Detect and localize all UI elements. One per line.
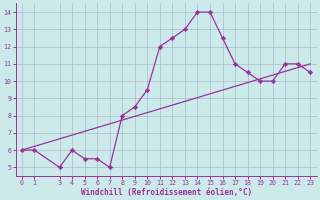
X-axis label: Windchill (Refroidissement éolien,°C): Windchill (Refroidissement éolien,°C) <box>81 188 252 197</box>
